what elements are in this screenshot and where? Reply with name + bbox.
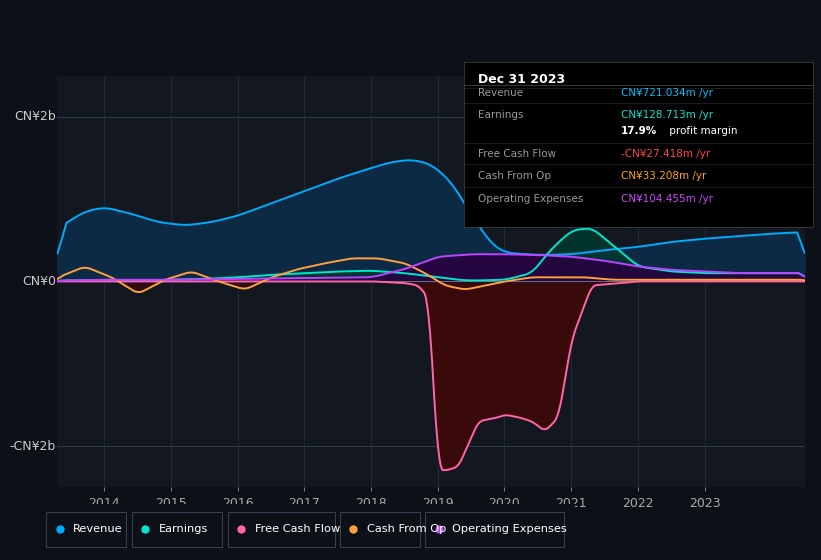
Text: -CN¥27.418m /yr: -CN¥27.418m /yr: [621, 149, 710, 159]
Text: Revenue: Revenue: [73, 524, 122, 534]
Text: Cash From Op: Cash From Op: [478, 171, 551, 181]
FancyBboxPatch shape: [228, 512, 335, 547]
Text: CN¥128.713m /yr: CN¥128.713m /yr: [621, 110, 713, 119]
Text: Operating Expenses: Operating Expenses: [478, 194, 583, 204]
Text: profit margin: profit margin: [667, 126, 738, 136]
Text: Earnings: Earnings: [478, 110, 523, 119]
Text: -CN¥2b: -CN¥2b: [10, 440, 56, 452]
FancyBboxPatch shape: [425, 512, 564, 547]
FancyBboxPatch shape: [132, 512, 222, 547]
Text: CN¥721.034m /yr: CN¥721.034m /yr: [621, 88, 713, 98]
Text: CN¥0: CN¥0: [22, 275, 56, 288]
Text: Earnings: Earnings: [158, 524, 208, 534]
Text: Revenue: Revenue: [478, 88, 523, 98]
Text: CN¥104.455m /yr: CN¥104.455m /yr: [621, 194, 713, 204]
Text: Operating Expenses: Operating Expenses: [452, 524, 566, 534]
FancyBboxPatch shape: [47, 512, 126, 547]
Text: Cash From Op: Cash From Op: [367, 524, 446, 534]
Text: Free Cash Flow: Free Cash Flow: [478, 149, 556, 159]
Text: 17.9%: 17.9%: [621, 126, 657, 136]
Text: CN¥33.208m /yr: CN¥33.208m /yr: [621, 171, 706, 181]
Text: Dec 31 2023: Dec 31 2023: [478, 73, 565, 86]
Text: Free Cash Flow: Free Cash Flow: [255, 524, 340, 534]
Text: CN¥2b: CN¥2b: [14, 110, 56, 123]
FancyBboxPatch shape: [340, 512, 420, 547]
